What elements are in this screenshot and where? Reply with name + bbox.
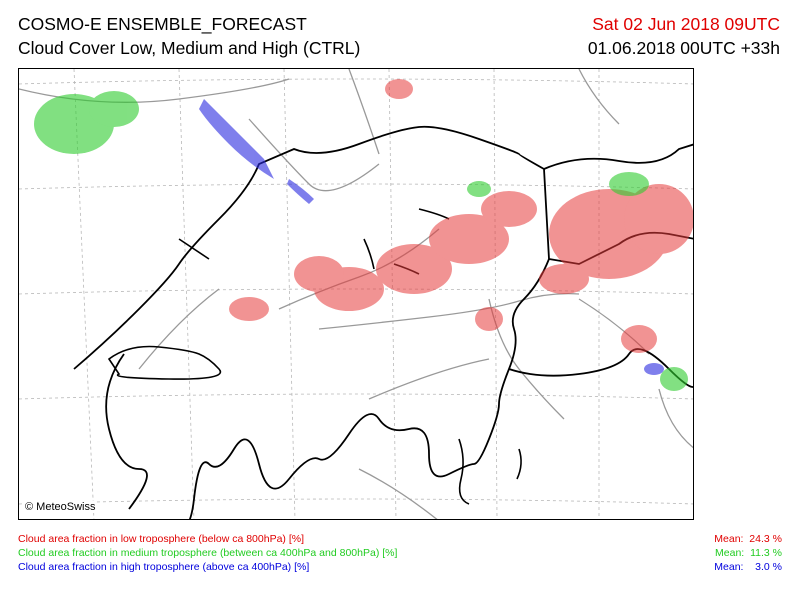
cloud-cover-map: © MeteoSwiss [18,68,694,520]
legend-mean-low: Mean: 24.3 % [714,533,782,546]
legend-label-medium: Cloud area fraction in medium tropospher… [18,547,398,559]
legend-mean-high: Mean: 3.0 % [714,561,782,574]
mean-value: 24.3 % [749,533,782,545]
mean-value: 11.3 % [750,547,782,559]
chart-title: COSMO-E ENSEMBLE_FORECAST [18,14,307,34]
cloud-low-areas [229,79,693,353]
legend-label-high: Cloud area fraction in high troposphere … [18,561,310,573]
mean-value: 3.0 % [755,561,782,573]
mean-label: Mean: [714,561,744,573]
map-canvas [19,69,693,519]
mean-label: Mean: [714,533,744,545]
run-time: 01.06.2018 00UTC +33h [587,38,780,58]
borders [73,125,693,519]
legend-label-low: Cloud area fraction in low troposphere (… [18,533,304,545]
rivers [19,69,693,519]
valid-time: Sat 02 Jun 2018 09UTC [592,14,780,34]
cloud-medium-areas [34,91,688,391]
copyright-label: © MeteoSwiss [25,501,96,513]
legend-mean-medium: Mean: 11.3 % [715,547,782,560]
cloud-high-areas [199,99,664,375]
chart-subtitle: Cloud Cover Low, Medium and High (CTRL) [18,38,361,58]
mean-label: Mean: [715,547,745,559]
